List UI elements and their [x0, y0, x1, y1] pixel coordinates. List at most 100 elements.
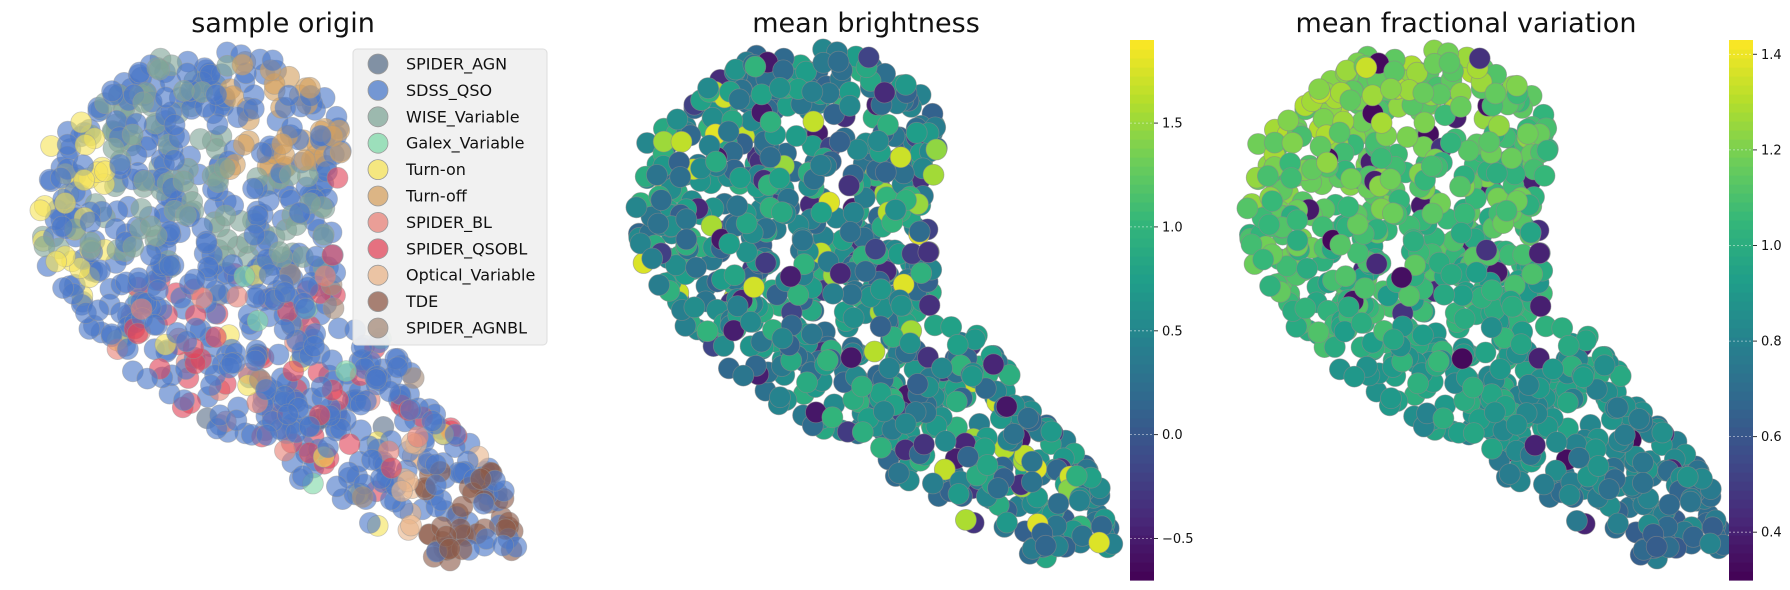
scatter-point — [646, 164, 668, 186]
scatter-point — [1587, 455, 1610, 477]
scatter-point — [1380, 387, 1402, 410]
colorbar-mean-fractional-variation: 0.4 0.6 0.8 1.0 1.2 1.4 — [1729, 40, 1782, 581]
scatter-point — [878, 357, 901, 380]
scatter-point — [816, 349, 839, 372]
scatter-point — [675, 228, 698, 251]
scatter-point — [894, 412, 917, 435]
legend-marker — [367, 264, 389, 286]
scatter-point — [922, 163, 945, 186]
colorbar-segment — [1729, 490, 1753, 500]
colorbar-segment — [1130, 373, 1154, 383]
scatter-point — [325, 475, 348, 498]
scatter-point — [79, 211, 102, 234]
scatter-point — [200, 374, 222, 397]
scatter-point — [1481, 437, 1503, 460]
scatter-point — [1484, 401, 1506, 424]
colorbar-segment — [1130, 274, 1154, 284]
legend-label: SDSS_QSO — [406, 81, 492, 101]
scatter-point — [961, 365, 984, 388]
scatter-point — [173, 389, 195, 412]
colorbar-segment — [1729, 292, 1753, 302]
scatter-point — [771, 201, 793, 224]
scatter-point — [728, 88, 751, 111]
legend-marker — [367, 80, 389, 101]
scatter-point — [116, 338, 139, 360]
scatter-point — [739, 310, 762, 333]
scatter-point — [1478, 131, 1501, 153]
scatter-point — [1034, 534, 1057, 557]
scatter-point — [1421, 202, 1444, 225]
scatter-point — [1365, 252, 1388, 275]
scatter-point — [276, 403, 299, 426]
scatter-point — [191, 287, 214, 309]
colorbar-segment — [1729, 238, 1753, 248]
scatter-point — [918, 294, 941, 317]
scatter-point — [1438, 51, 1461, 74]
colorbar-segment — [1130, 148, 1154, 158]
scatter-point — [1658, 493, 1681, 516]
scatter-point — [79, 231, 102, 254]
scatter-point — [29, 199, 52, 222]
scatter-point — [838, 94, 861, 117]
scatter-point — [314, 265, 337, 288]
scatter-point — [895, 73, 917, 96]
scatter-point — [298, 76, 321, 99]
scatter-point — [1557, 334, 1580, 357]
scatter-point — [796, 371, 818, 394]
scatter-point — [870, 278, 892, 301]
colorbar-segment — [1729, 166, 1753, 176]
colorbar-segment — [1130, 67, 1154, 77]
scatter-point — [870, 436, 892, 459]
scatter-point — [45, 250, 68, 273]
legend-marker — [367, 211, 389, 233]
scatter-point — [1645, 535, 1668, 558]
scatter-point — [172, 80, 195, 102]
scatter-point — [851, 375, 873, 398]
colorbar-segment — [1130, 391, 1154, 401]
scatter-point — [1501, 295, 1524, 318]
scatter-point — [987, 477, 1009, 500]
colorbar-segment — [1729, 463, 1753, 473]
scatter-point — [281, 116, 303, 139]
scatter-point — [380, 457, 403, 479]
colorbar-segment — [1130, 472, 1154, 482]
scatter-point — [887, 462, 910, 485]
scatter-point — [351, 486, 374, 508]
legend-marker — [367, 132, 389, 154]
scatter-point — [1506, 74, 1528, 97]
legend-marker — [367, 317, 389, 339]
colorbar-tick-label: 0.5 — [1162, 324, 1183, 339]
scatter-point — [424, 473, 447, 496]
scatter-point — [146, 279, 169, 302]
scatter-point — [1281, 131, 1304, 154]
scatter-point — [335, 360, 357, 383]
scatter-point — [1699, 532, 1722, 555]
scatter-point — [127, 267, 150, 290]
scatter-point — [472, 492, 495, 515]
scatter-point — [933, 458, 956, 481]
legend: SPIDER_AGN SDSS_QSO WISE_Variable Galex_Var… — [352, 48, 548, 346]
panel-mean-fractional-variation: mean fractional variation 0.4 0.6 0.8 1.0 1.… — [1236, 8, 1782, 581]
scatter-point — [864, 238, 887, 261]
colorbar-segment — [1729, 202, 1753, 212]
scatter-point — [50, 167, 72, 189]
colorbar-segment — [1130, 328, 1154, 338]
scatter-point — [995, 395, 1018, 418]
scatter-point — [226, 285, 249, 308]
scatter-point — [670, 130, 693, 153]
scatter-point — [1607, 512, 1629, 535]
colorbar-segment — [1130, 130, 1154, 140]
scatter-point — [1261, 190, 1284, 213]
colorbar-segment — [1729, 130, 1753, 140]
legend-label: WISE_Variable — [406, 107, 520, 127]
scatter-point — [1361, 84, 1384, 107]
scatter-point — [1088, 531, 1111, 554]
scatter-point — [750, 83, 773, 106]
scatter-point — [648, 274, 670, 296]
scatter-point — [675, 208, 698, 231]
scatter-point — [195, 232, 218, 255]
scatter-point — [242, 97, 265, 120]
scatter-point — [400, 514, 422, 537]
colorbar-segment — [1130, 355, 1154, 365]
